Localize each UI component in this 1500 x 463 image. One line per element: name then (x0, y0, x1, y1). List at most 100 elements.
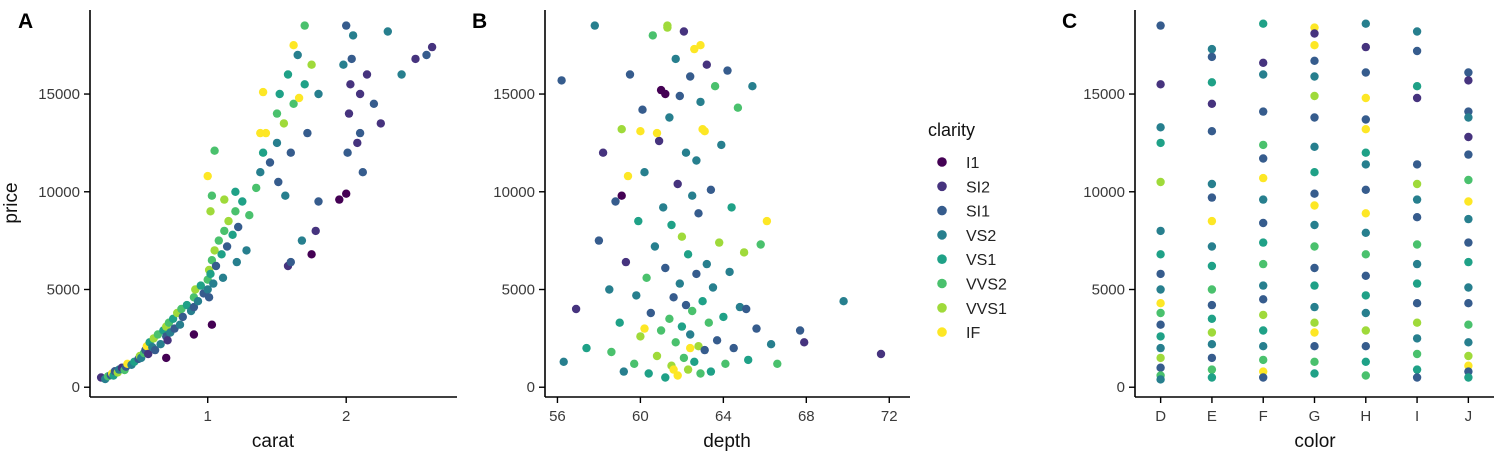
data-point (220, 226, 229, 236)
data-point (211, 261, 221, 271)
data-point (1361, 93, 1371, 103)
data-point (1310, 328, 1319, 337)
data-point (1259, 342, 1268, 351)
data-point (1361, 209, 1371, 218)
data-point (696, 41, 705, 50)
data-point (675, 91, 684, 101)
panel-tag-c: C (1062, 10, 1077, 33)
data-point (1361, 250, 1371, 259)
data-point (690, 357, 699, 366)
data-point (339, 60, 348, 69)
data-point (571, 304, 581, 314)
data-point (686, 72, 695, 81)
data-point (748, 82, 757, 91)
data-point (723, 66, 732, 75)
data-point (1412, 365, 1422, 374)
data-point (663, 21, 672, 30)
data-point (688, 306, 697, 316)
data-point (314, 197, 323, 206)
data-point (729, 343, 738, 353)
data-point (644, 369, 653, 378)
data-point (335, 195, 344, 204)
legend-label: SI1 (966, 204, 990, 221)
legend-label: I1 (966, 155, 979, 172)
data-point (203, 171, 212, 181)
data-point (286, 148, 295, 157)
data-point (358, 168, 367, 177)
data-point (1207, 193, 1217, 202)
panel-a-y-axis-title: price (1, 182, 22, 223)
data-point (673, 371, 682, 380)
data-point (619, 367, 628, 376)
data-point (1156, 269, 1165, 279)
data-point (1259, 218, 1268, 228)
data-point (1156, 375, 1165, 384)
data-point (1412, 259, 1422, 269)
data-point (274, 177, 283, 187)
data-point (300, 80, 309, 89)
data-point (640, 168, 649, 177)
data-point (220, 195, 229, 204)
x-tick-label: E (1207, 408, 1217, 425)
data-point (721, 359, 730, 368)
data-point (1464, 257, 1473, 267)
panel-b: 56 60 64 68 72 0 5000 10000 15000 depth (493, 10, 910, 452)
data-point (671, 338, 680, 347)
data-point (397, 70, 406, 79)
data-point (621, 257, 631, 267)
legend-title: clarity (928, 120, 975, 140)
data-point (762, 216, 772, 226)
data-point (1156, 177, 1165, 187)
data-point (1207, 44, 1217, 54)
data-point (1464, 373, 1473, 382)
data-point (162, 353, 171, 363)
x-tick-label: 2 (342, 408, 350, 425)
data-point (314, 89, 323, 99)
data-point (669, 293, 678, 302)
data-point (1259, 326, 1268, 335)
data-point (634, 216, 643, 226)
data-point (168, 314, 178, 323)
data-point (648, 31, 657, 40)
data-point (217, 250, 226, 259)
data-point (1156, 285, 1165, 294)
data-point (1464, 283, 1473, 292)
data-point (1412, 160, 1422, 169)
data-point (144, 349, 153, 359)
data-point (1464, 197, 1473, 206)
data-point (355, 128, 365, 138)
data-point (1412, 93, 1422, 103)
panel-a-y-ticks: 0 5000 10000 15000 (38, 86, 90, 396)
data-point (156, 340, 165, 349)
data-point (1207, 353, 1217, 363)
x-tick-label: 64 (715, 408, 732, 425)
data-point (1259, 140, 1268, 150)
data-point (283, 70, 293, 79)
data-point (694, 209, 703, 218)
data-point (182, 300, 192, 310)
data-point (427, 42, 437, 52)
data-point (1259, 238, 1268, 247)
data-point (224, 216, 233, 226)
data-point (719, 312, 728, 322)
data-point (704, 318, 713, 327)
data-point (203, 285, 212, 294)
data-point (1361, 160, 1371, 169)
data-point (696, 369, 705, 378)
data-point (1207, 285, 1217, 294)
y-tick-label: 15000 (1083, 86, 1125, 103)
x-tick-label: J (1465, 408, 1473, 425)
data-point (1207, 127, 1217, 136)
data-point (234, 222, 243, 232)
data-point (297, 236, 307, 245)
data-point (346, 80, 355, 89)
data-point (1156, 21, 1165, 30)
x-tick-label: 56 (549, 408, 566, 425)
data-point (557, 76, 566, 85)
data-point (207, 320, 217, 329)
data-point (1310, 242, 1319, 251)
data-point (650, 242, 660, 251)
legend-label: VVS1 (966, 301, 1007, 318)
data-point (1156, 363, 1165, 372)
